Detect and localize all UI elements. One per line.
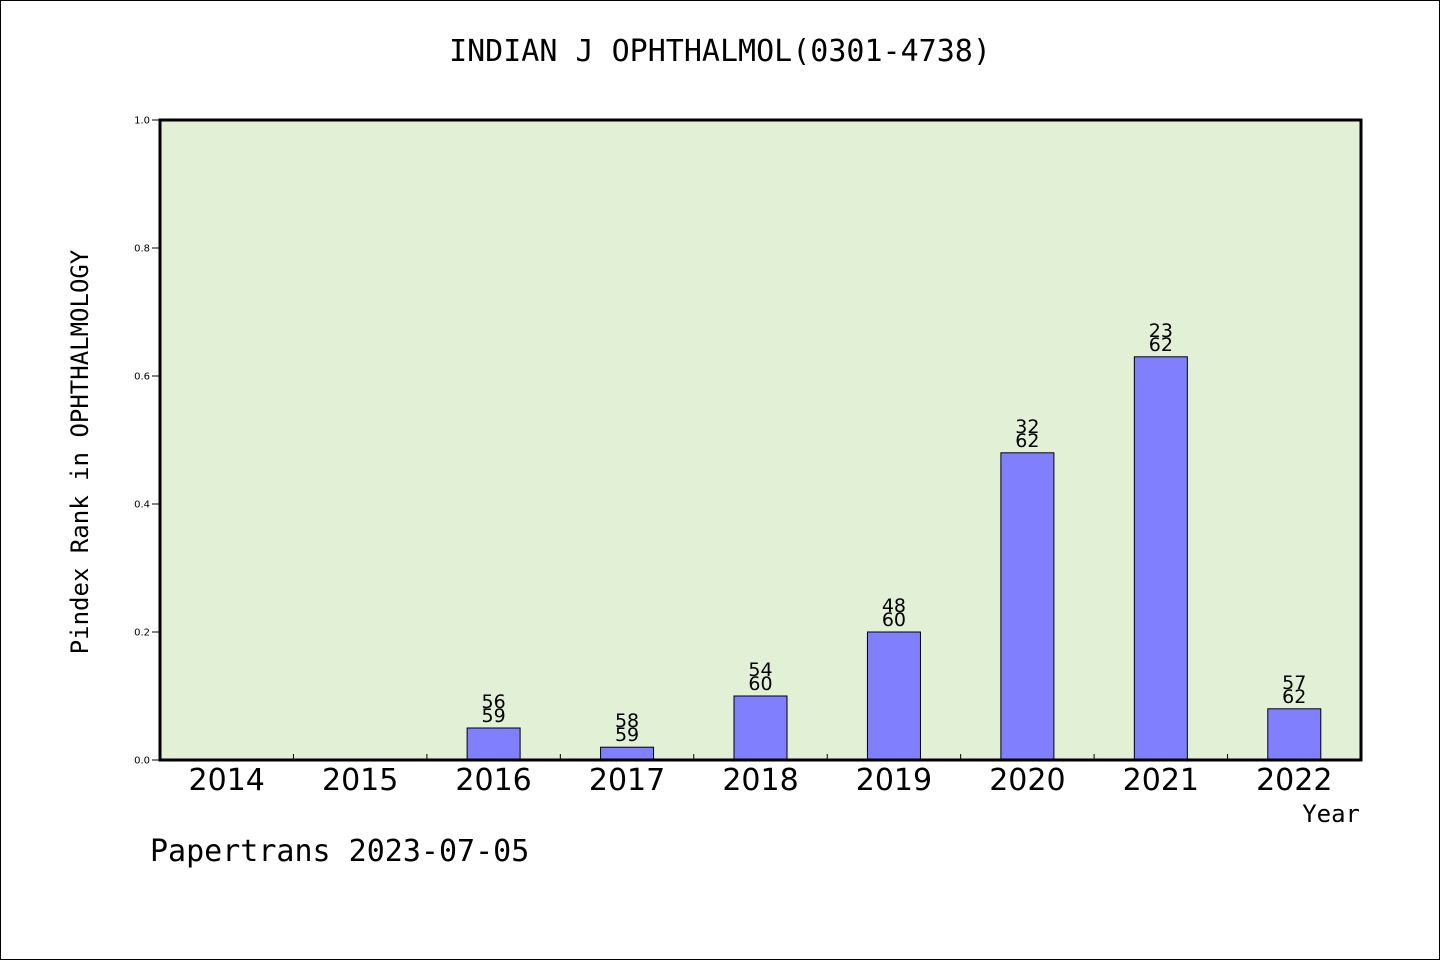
y-tick-label: 1.0	[134, 116, 150, 127]
bar-total-label: 60	[882, 609, 906, 631]
bar-2022	[1267, 708, 1322, 761]
x-tick-label: 2015	[322, 763, 398, 798]
x-tick-label: 2019	[856, 763, 932, 798]
bar-2018	[733, 695, 788, 761]
bar-2019	[866, 631, 921, 761]
bar-rank-label: 32	[1015, 416, 1039, 438]
x-axis-label: Year	[1302, 800, 1360, 828]
bar-2017	[600, 746, 655, 761]
bar-total-label: 62	[1149, 334, 1173, 356]
bar-2016	[466, 727, 521, 761]
bar-total-label: 62	[1015, 430, 1039, 452]
y-tick-label: 0.2	[134, 628, 150, 639]
bar-total-label: 60	[748, 673, 772, 695]
y-tick-label: 0.4	[134, 500, 150, 511]
bar-rank-label: 23	[1149, 320, 1173, 342]
bar-2020	[1000, 452, 1055, 761]
bar-rank-label: 58	[615, 710, 639, 732]
x-tick-label: 2021	[1123, 763, 1199, 798]
footer-watermark: Papertrans 2023-07-05	[150, 834, 530, 869]
x-tick-label: 2022	[1256, 763, 1332, 798]
x-tick-label: 2017	[589, 763, 665, 798]
bar-2021	[1133, 356, 1188, 761]
y-tick-label: 0.8	[134, 244, 150, 255]
x-tick-label: 2018	[722, 763, 798, 798]
bar-rank-label: 54	[748, 659, 772, 681]
bar-total-label: 59	[482, 705, 506, 727]
x-tick-label: 2014	[189, 763, 265, 798]
y-tick-label: 0.6	[134, 372, 150, 383]
bar-rank-label: 56	[482, 691, 506, 713]
bar-rank-label: 48	[882, 595, 906, 617]
bar-total-label: 62	[1282, 686, 1306, 708]
chart-title: INDIAN J OPHTHALMOL(0301-4738)	[449, 34, 991, 69]
x-tick-label: 2016	[455, 763, 531, 798]
plot-border	[158, 118, 1363, 762]
bar-total-label: 59	[615, 724, 639, 746]
x-tick-label: 2020	[989, 763, 1065, 798]
y-tick-label: 0.0	[134, 756, 150, 767]
bar-rank-label: 57	[1282, 672, 1306, 694]
